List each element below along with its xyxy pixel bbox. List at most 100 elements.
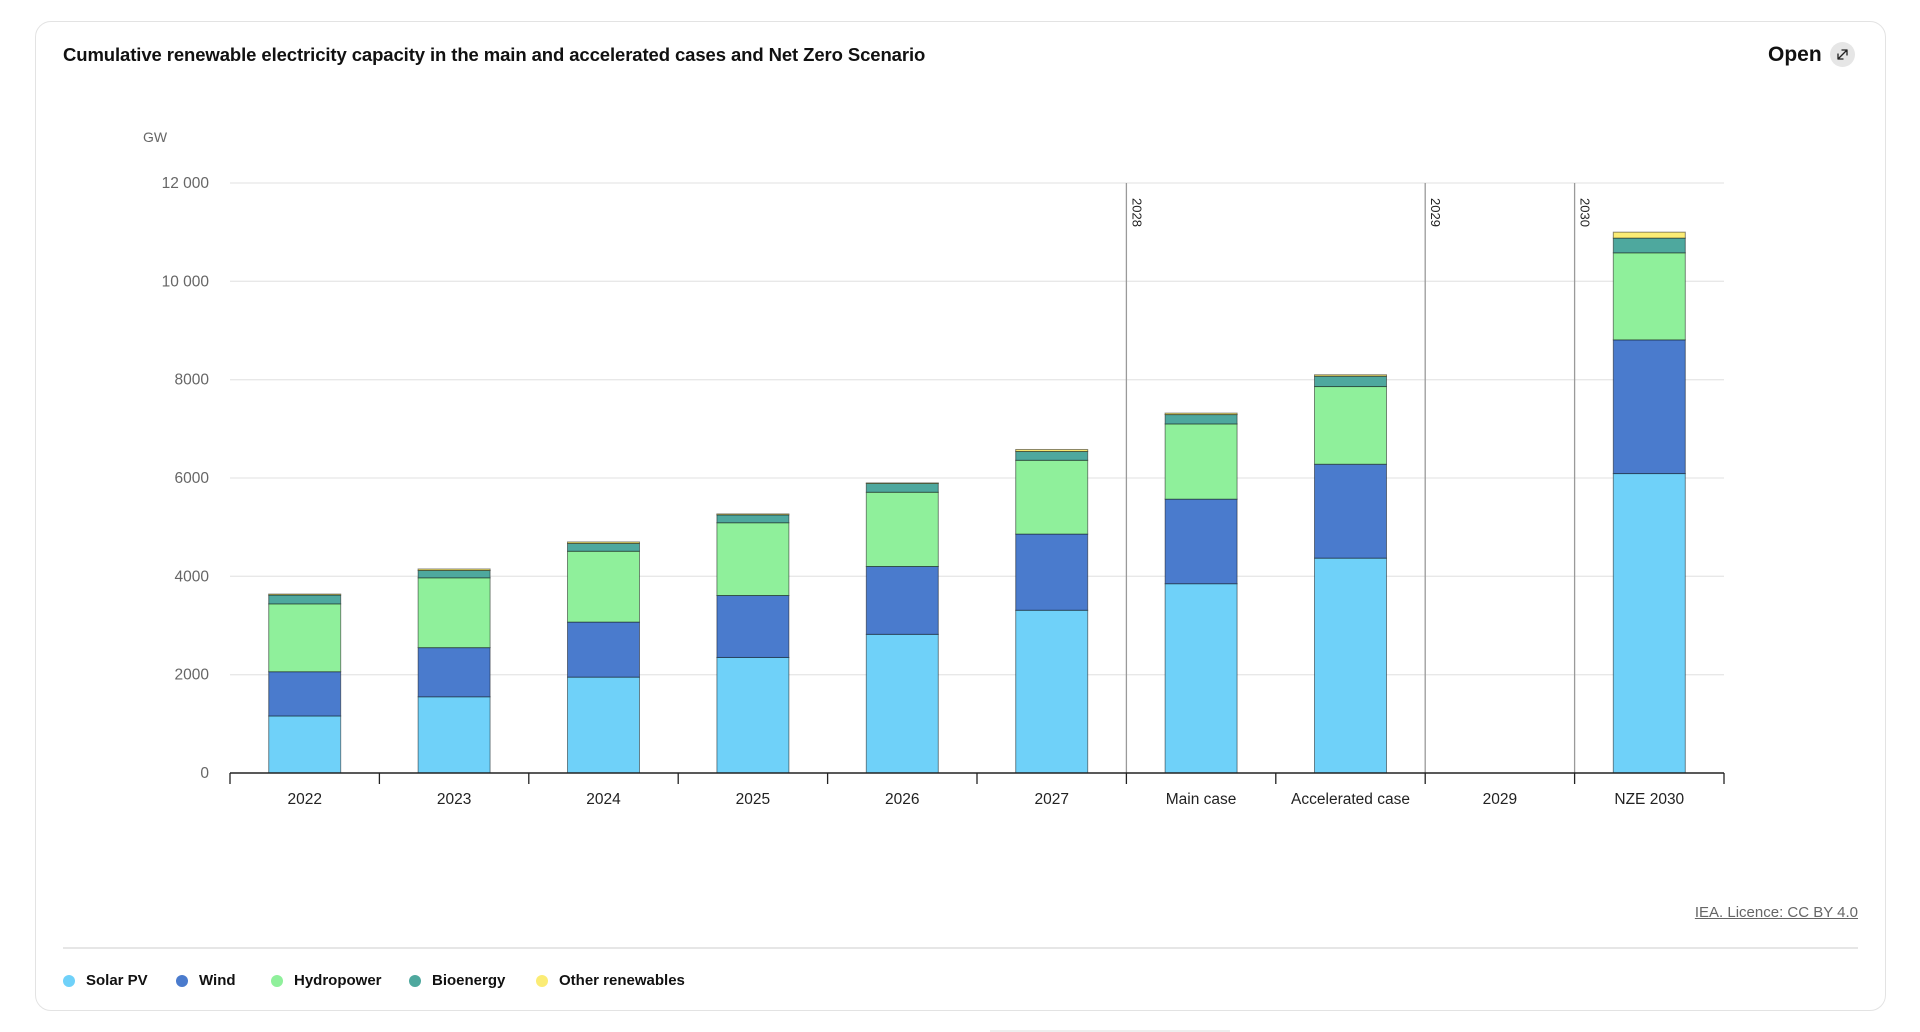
legend-dot-icon [176,974,188,987]
expand-arrows-icon[interactable] [1829,42,1855,67]
y-axis-ticks: 0 2000 4000 6000 8000 10 000 12 000 [162,175,210,782]
bar-segment-hydropower[interactable] [1015,459,1089,535]
x-tick-label: Accelerated case [1291,791,1410,808]
legend-dot-icon [271,974,283,987]
bar-segment-solar-pv[interactable] [1015,609,1089,774]
y-tick-label: 4000 [175,568,210,585]
bar-segment-other-renewables[interactable] [1015,448,1089,452]
x-axis [229,772,1725,784]
bar-segment-wind[interactable] [1015,533,1089,611]
group-separator-label: 2029 [1428,198,1443,227]
bar-segment-bioenergy[interactable] [1015,450,1089,461]
legend-item[interactable]: Wind [176,972,236,989]
bar-segment-other-renewables[interactable] [1164,412,1238,416]
bar-stack [1164,412,1238,774]
legend-label: Solar PV [86,972,148,989]
bar-segment-hydropower[interactable] [268,603,342,673]
bar-segment-hydropower[interactable] [1314,386,1387,465]
y-tick-label: 6000 [175,470,210,487]
bar-stack [1314,374,1387,774]
y-tick-label: 8000 [175,372,210,389]
bar-segment-wind[interactable] [417,647,491,698]
group-separator-label: 2030 [1578,198,1593,227]
legend-item[interactable]: Other renewables [536,972,685,989]
bar-segment-wind[interactable] [1164,498,1238,585]
y-tick-label: 10 000 [162,273,210,290]
bar-segment-wind[interactable] [1612,339,1686,475]
bar-segment-bioenergy[interactable] [268,594,342,605]
bar-segment-wind[interactable] [716,595,790,658]
license-link[interactable]: IEA. Licence: CC BY 4.0 [1694,904,1858,921]
bar-stack [865,482,939,774]
x-tick-label: 2026 [885,791,919,808]
bar-segment-hydropower[interactable] [567,550,640,623]
bar-segment-hydropower[interactable] [1164,423,1238,500]
bar-segment-other-renewables[interactable] [567,541,640,544]
bar-stack [1015,448,1089,774]
bar-stack [1612,231,1686,774]
bar-segment-solar-pv[interactable] [865,633,939,774]
bar-segment-wind[interactable] [1314,463,1387,559]
bar-segment-wind[interactable] [865,566,939,635]
bar-segment-bioenergy[interactable] [716,514,790,524]
x-tick-label: 2023 [437,791,471,808]
bar-stack [716,513,790,774]
group-separator-label: 2028 [1129,198,1144,227]
bar-segment-bioenergy[interactable] [417,569,491,579]
bars [268,231,1686,774]
x-tick-label: 2022 [287,791,321,808]
legend-item[interactable]: Solar PV [63,972,148,989]
y-tick-label: 12 000 [162,175,210,192]
bar-segment-hydropower[interactable] [1612,252,1686,341]
chart-title: Cumulative renewable electricity capacit… [63,44,926,65]
bar-segment-other-renewables[interactable] [268,593,342,596]
chart-card [35,21,1886,1011]
x-tick-label: Main case [1166,791,1237,808]
bar-segment-wind[interactable] [567,621,640,678]
bar-segment-bioenergy[interactable] [567,542,640,552]
bar-segment-other-renewables[interactable] [1314,374,1387,377]
bar-stack [567,541,640,774]
bar-stack [268,593,342,774]
bar-stack [417,568,491,774]
bar-segment-solar-pv[interactable] [1612,473,1686,774]
bar-segment-hydropower[interactable] [716,522,790,597]
legend-item[interactable]: Bioenergy [409,972,505,989]
x-tick-label: 2029 [1483,791,1517,808]
bottom-scroll-stub [990,1030,1230,1032]
legend-label: Wind [199,972,236,989]
legend-item[interactable]: Hydropower [271,972,382,989]
bar-segment-other-renewables[interactable] [865,482,939,484]
legend-label: Other renewables [559,972,685,989]
y-tick-label: 2000 [175,667,210,684]
bar-segment-other-renewables[interactable] [716,513,790,516]
bar-segment-bioenergy[interactable] [1314,375,1387,388]
bar-segment-solar-pv[interactable] [1314,557,1387,774]
bar-segment-solar-pv[interactable] [268,715,342,774]
bar-segment-wind[interactable] [268,671,342,717]
bar-segment-bioenergy[interactable] [865,482,939,493]
bar-segment-solar-pv[interactable] [716,656,790,774]
bar-segment-other-renewables[interactable] [417,568,491,571]
x-tick-label: 2024 [586,791,621,808]
open-button-label: Open [1768,42,1822,66]
legend-label: Bioenergy [432,972,506,989]
bar-segment-hydropower[interactable] [865,491,939,567]
legend-label: Hydropower [294,972,382,989]
x-tick-label: NZE 2030 [1614,791,1684,808]
group-separators: 2028 2029 2030 [1125,183,1593,773]
x-tick-label: 2025 [736,791,770,808]
x-axis-ticks: 2022 2023 2024 2025 2026 2027 Main case Acceler… [287,791,1684,808]
open-button[interactable]: Open [1768,42,1855,67]
bar-segment-solar-pv[interactable] [567,676,640,774]
y-tick-label: 0 [200,765,209,782]
legend-dot-icon [63,974,75,987]
bar-segment-hydropower[interactable] [417,577,491,649]
bar-segment-bioenergy[interactable] [1612,237,1686,254]
x-tick-label: 2027 [1034,791,1068,808]
bar-segment-solar-pv[interactable] [417,696,491,774]
bar-segment-solar-pv[interactable] [1164,583,1238,774]
bar-segment-other-renewables[interactable] [1612,231,1686,239]
bar-segment-bioenergy[interactable] [1164,414,1238,425]
